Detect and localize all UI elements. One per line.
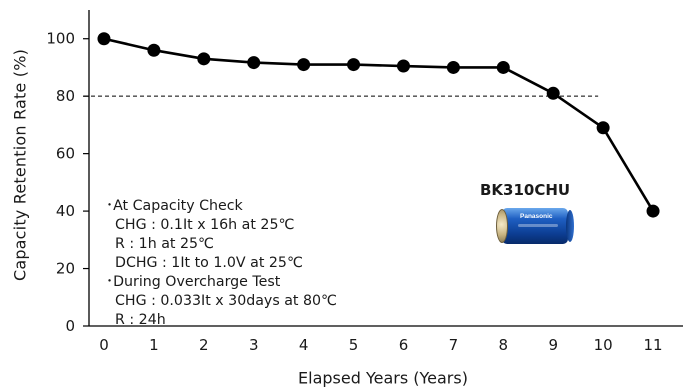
data-point <box>396 59 410 73</box>
note-line: R : 1h at 25℃ <box>106 236 214 252</box>
x-tick-label: 9 <box>548 336 558 354</box>
y-tick-label: 100 <box>46 30 75 48</box>
battery-brand-logo: Panasonic <box>520 213 553 220</box>
x-tick-label: 10 <box>594 336 613 354</box>
y-tick-label: 0 <box>65 317 75 335</box>
battery-body: Panasonic <box>502 208 568 244</box>
x-tick-label: 5 <box>349 336 359 354</box>
note-line: DCHG : 1It to 1.0V at 25℃ <box>106 255 303 271</box>
note-line: R : 24h <box>106 312 166 328</box>
note-line: ･During Overcharge Test <box>106 274 281 290</box>
x-axis-title: Elapsed Years (Years) <box>298 368 468 388</box>
x-tick-label: 7 <box>449 336 459 354</box>
x-tick-label: 0 <box>99 336 109 354</box>
battery-stripe <box>518 224 558 227</box>
y-tick-label: 40 <box>56 202 75 220</box>
x-tick-label: 8 <box>499 336 509 354</box>
data-point <box>297 58 311 72</box>
data-point <box>147 43 161 57</box>
x-tick-label: 1 <box>149 336 159 354</box>
battery-end-cap <box>566 210 574 242</box>
data-point <box>247 56 261 70</box>
battery-image: Panasonic <box>496 208 574 244</box>
x-tick-label: 11 <box>644 336 663 354</box>
product-label: BK310CHU <box>480 181 571 199</box>
y-tick-label: 20 <box>56 260 75 278</box>
battery-terminal <box>496 209 508 243</box>
data-point <box>496 60 510 74</box>
y-tick-label: 60 <box>56 145 75 163</box>
data-point <box>97 32 111 46</box>
y-tick-label: 80 <box>56 87 75 105</box>
data-point <box>446 60 460 74</box>
axes <box>83 10 683 327</box>
data-point <box>347 58 361 72</box>
note-line: CHG : 0.1It x 16h at 25℃ <box>106 217 295 233</box>
note-line: ･At Capacity Check <box>106 198 243 214</box>
data-point <box>646 204 660 218</box>
x-tick-label: 2 <box>199 336 209 354</box>
note-line: CHG : 0.033It x 30days at 80℃ <box>106 293 337 309</box>
data-point <box>596 121 610 135</box>
y-axis-title: Capacity Retention Rate (%) <box>10 48 30 282</box>
data-point <box>546 86 560 100</box>
x-tick-label: 6 <box>399 336 409 354</box>
x-tick-label: 3 <box>249 336 259 354</box>
series-line <box>103 37 655 212</box>
data-point <box>197 52 211 66</box>
series-group <box>97 32 660 218</box>
x-tick-label: 4 <box>299 336 309 354</box>
test-conditions-notes: ･At Capacity Check CHG : 0.1It x 16h at … <box>106 197 337 330</box>
tick-labels: 0 20 40 60 80 100 0 1 2 3 4 5 6 7 8 9 10 11 <box>46 30 662 354</box>
